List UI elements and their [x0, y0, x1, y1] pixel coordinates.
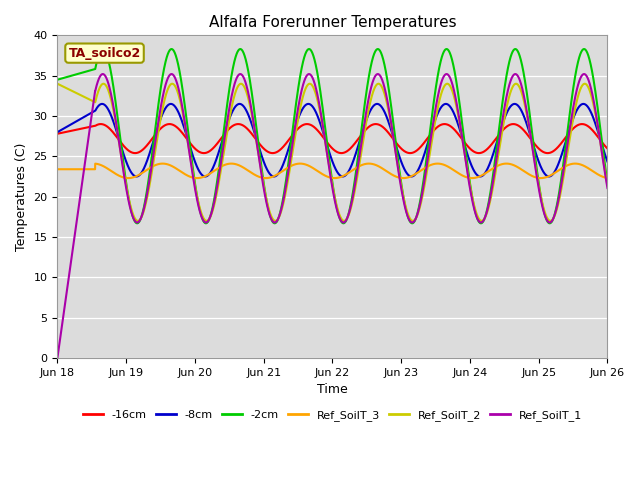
X-axis label: Time: Time — [317, 383, 348, 396]
Text: TA_soilco2: TA_soilco2 — [68, 47, 141, 60]
Legend: -16cm, -8cm, -2cm, Ref_SoilT_3, Ref_SoilT_2, Ref_SoilT_1: -16cm, -8cm, -2cm, Ref_SoilT_3, Ref_Soil… — [79, 406, 586, 425]
Y-axis label: Temperatures (C): Temperatures (C) — [15, 143, 28, 251]
Title: Alfalfa Forerunner Temperatures: Alfalfa Forerunner Temperatures — [209, 15, 456, 30]
